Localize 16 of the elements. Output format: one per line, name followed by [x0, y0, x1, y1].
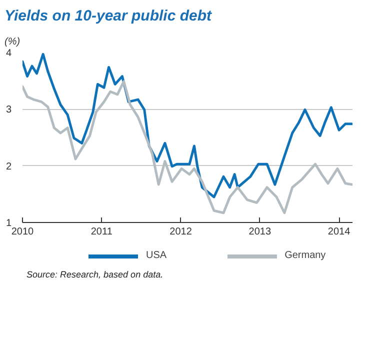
- x-tick-label: 2012: [170, 226, 192, 238]
- legend-label: Germany: [284, 250, 326, 261]
- legend-label: USA: [146, 250, 167, 261]
- line-series: [22, 52, 352, 198]
- chart-subtitle: (%): [4, 36, 20, 48]
- x-tick-label: 2011: [90, 226, 113, 238]
- x-tick-label: 2014: [328, 226, 351, 238]
- x-tick-label: 2010: [11, 226, 34, 238]
- chart-title: Yields on 10-year public debt: [4, 8, 212, 24]
- y-tick-label: 4: [6, 48, 12, 59]
- line-series: [22, 80, 352, 214]
- y-tick-label: 3: [6, 104, 12, 116]
- y-tick-label: 2: [6, 161, 12, 172]
- source-note: Source: Research, based on data.: [26, 270, 164, 280]
- x-tick-label: 2013: [248, 226, 272, 238]
- y-tick-label: 1: [6, 218, 12, 229]
